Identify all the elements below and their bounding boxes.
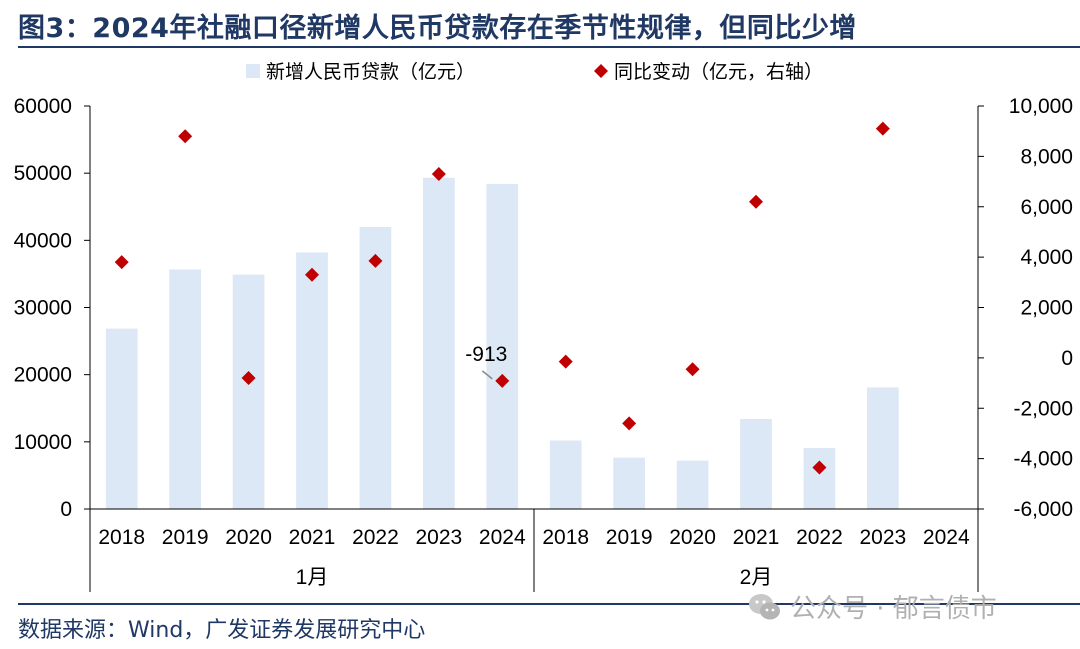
bar	[169, 269, 201, 509]
watermark-text: 公众号 · 郁言债市	[790, 594, 997, 624]
chart: 新增人民币贷款（亿元） 同比变动（亿元，右轴） 0 10000 20000 30000…	[14, 61, 1073, 592]
bar	[740, 418, 772, 509]
x-tick-label: 2021	[289, 526, 336, 549]
x-tick-label: 2019	[162, 526, 209, 549]
left-tick-label: 30000	[14, 297, 72, 320]
bar	[867, 387, 899, 509]
yoy-marker	[305, 267, 319, 282]
x-tick-label: 2018	[98, 526, 145, 549]
right-tick-label: 2,000	[1020, 297, 1073, 320]
group-label: 1月	[296, 566, 329, 589]
yoy-marker	[431, 167, 446, 182]
bar	[232, 274, 265, 509]
x-tick-label: 2019	[606, 526, 653, 549]
legend-marker-label: 同比变动（亿元，右轴）	[614, 61, 823, 83]
yoy-marker	[749, 194, 763, 209]
figure-title: 图3：2024年社融口径新增人民币贷款存在季节性规律，但同比少增	[18, 13, 857, 44]
legend-bar-swatch	[246, 64, 260, 78]
markers-layer	[114, 121, 890, 475]
right-tick-label: -6,000	[1013, 498, 1073, 521]
yoy-marker	[812, 460, 827, 475]
right-tick-label: -2,000	[1013, 397, 1073, 420]
left-tick-label: 0	[60, 498, 72, 521]
source-note: 数据来源：Wind，广发证券发展研究中心	[18, 618, 426, 643]
left-tick-label: 60000	[14, 95, 72, 118]
bar	[676, 460, 709, 509]
yoy-marker	[558, 354, 573, 369]
right-tick-label: 10,000	[1009, 95, 1073, 118]
yoy-marker	[495, 373, 510, 388]
x-tick-label: 2022	[352, 526, 399, 549]
x-tick-label: 2024	[479, 526, 526, 549]
bar	[359, 226, 392, 510]
x-tick-label: 2021	[733, 526, 780, 549]
x-tick-label: 2020	[669, 526, 716, 549]
bar	[549, 440, 582, 509]
left-tick-label: 10000	[14, 431, 72, 454]
x-tick-label: 2023	[415, 526, 462, 549]
x-tick-label: 2018	[542, 526, 589, 549]
right-tick-label: 8,000	[1020, 145, 1073, 168]
yoy-marker	[241, 371, 256, 386]
annotation-label: -913	[465, 343, 507, 366]
left-tick-label: 20000	[14, 364, 72, 387]
yoy-marker	[368, 253, 383, 268]
yoy-marker	[685, 362, 700, 377]
bar	[613, 457, 645, 509]
bar	[296, 252, 328, 509]
bar	[423, 177, 455, 510]
watermark: 公众号 · 郁言债市	[748, 588, 997, 625]
x-tick-label: 2020	[225, 526, 272, 549]
yoy-marker	[622, 416, 637, 431]
group-label: 2月	[740, 566, 773, 589]
bars-layer	[105, 177, 899, 510]
right-tick-label: 6,000	[1020, 196, 1073, 219]
legend-bar-label: 新增人民币贷款（亿元）	[266, 61, 475, 83]
bar	[486, 183, 519, 509]
right-tick-label: 0	[1061, 347, 1073, 370]
right-tick-label: 4,000	[1020, 246, 1073, 269]
bar	[105, 328, 138, 509]
x-tick-label: 2023	[859, 526, 906, 549]
yoy-marker	[178, 129, 193, 144]
wechat-icon	[749, 593, 780, 619]
axes-layer: 0 10000 20000 30000 40000 50000 60000 -6,000 -4,…	[14, 95, 1073, 592]
left-tick-label: 50000	[14, 162, 72, 185]
x-tick-label: 2024	[923, 526, 970, 549]
yoy-marker	[114, 255, 129, 270]
yoy-marker	[875, 121, 890, 136]
left-tick-label: 40000	[14, 229, 72, 252]
source-divider	[18, 603, 1080, 605]
bar	[803, 447, 836, 509]
annotation-leader	[481, 370, 493, 380]
title-divider	[18, 46, 1080, 48]
legend: 新增人民币贷款（亿元） 同比变动（亿元，右轴）	[246, 61, 823, 83]
legend-marker-swatch	[594, 64, 608, 78]
annotation-layer: -913	[465, 343, 507, 380]
x-tick-label: 2022	[796, 526, 843, 549]
right-tick-label: -4,000	[1013, 448, 1073, 471]
